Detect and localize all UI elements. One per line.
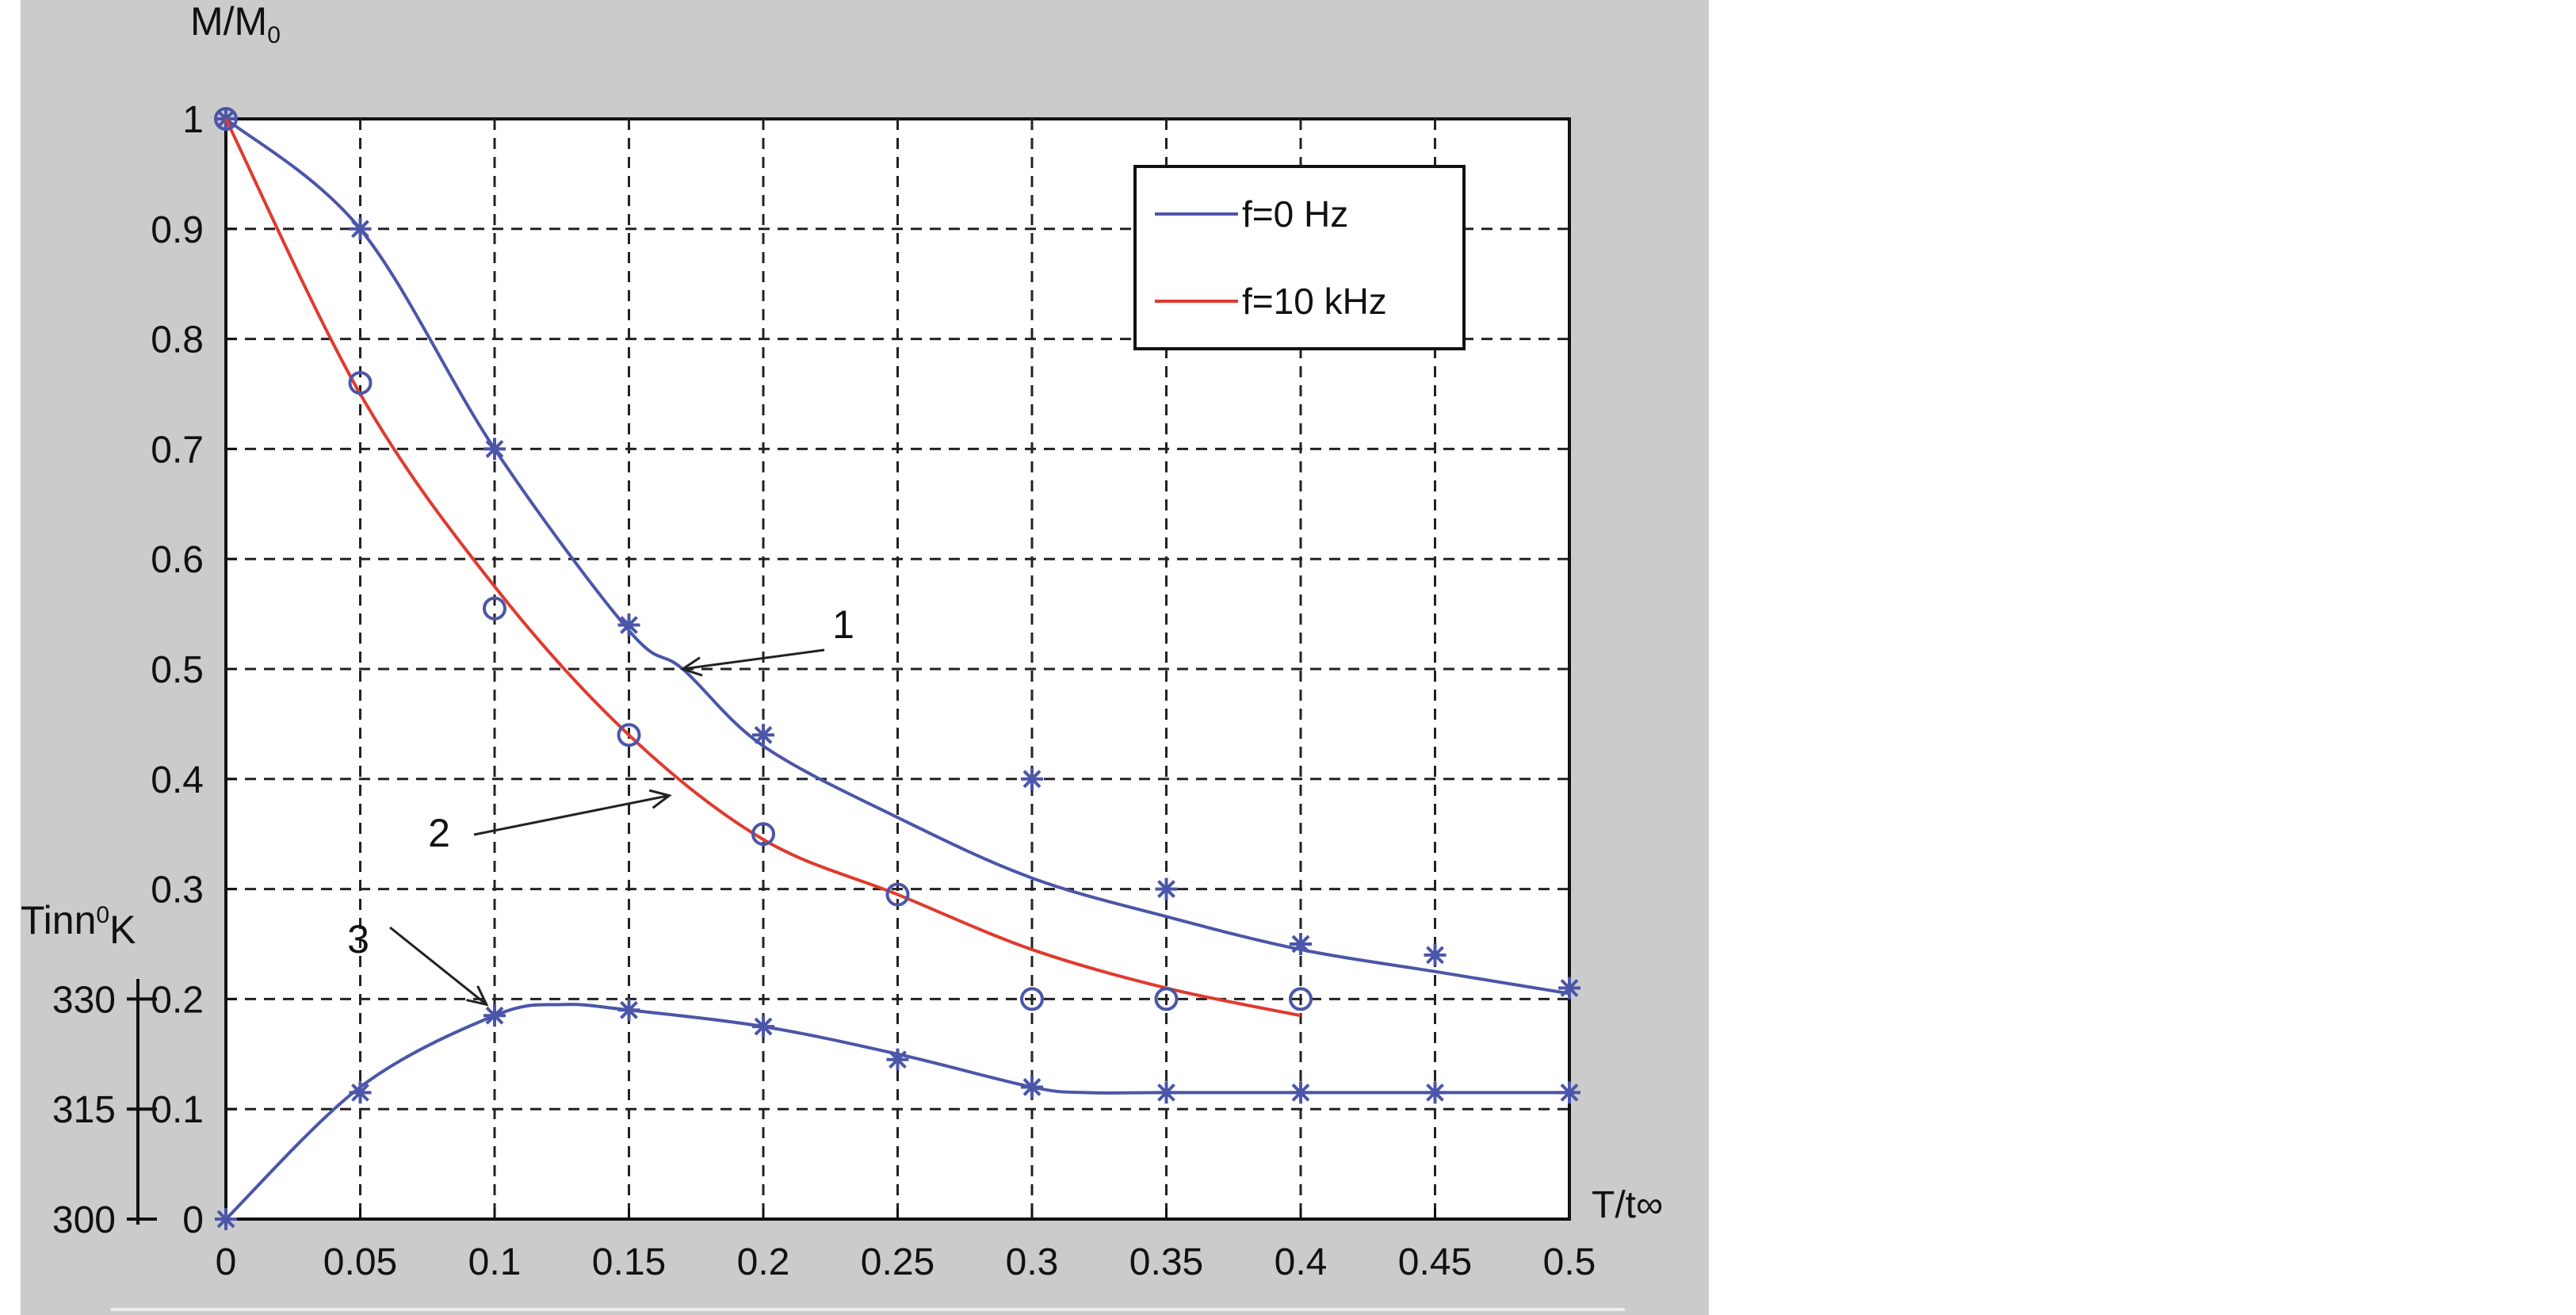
secondary-axis-ticks: 300 315 330 <box>52 979 157 1241</box>
legend-box <box>1133 165 1466 350</box>
y-tick-label-6: 0.6 <box>151 539 204 581</box>
x-tick-label-3: 0.15 <box>592 1241 666 1283</box>
annotation-arrowhead-1 <box>679 656 703 677</box>
series-0-marker-4 <box>752 724 774 747</box>
series-1-marker-4 <box>751 822 775 847</box>
secondary-axis-label-main: Tinn <box>21 898 96 942</box>
series-0-marker-1 <box>349 217 372 240</box>
y-tick-label-10: 1 <box>182 99 204 141</box>
series-1-marker-7 <box>1154 987 1179 1011</box>
series-1 <box>214 107 1313 1018</box>
secondary-axis-label-sub: 0 <box>96 902 109 928</box>
series-2-marker-10 <box>1558 1081 1580 1104</box>
series-2-marker-3 <box>617 999 640 1022</box>
series-2-marker-6 <box>1021 1076 1043 1099</box>
series-1-marker-8 <box>1289 987 1313 1011</box>
series-1-line <box>224 118 1301 1018</box>
series-0-marker-8 <box>1424 943 1447 966</box>
y-axis-label: M/M0 <box>190 0 281 48</box>
annotation-label-3: 3 <box>347 917 369 961</box>
legend-label-0: f=0 Hz <box>1242 193 1348 235</box>
x-tick-label-7: 0.35 <box>1129 1241 1203 1283</box>
y-axis-label-sub: 0 <box>267 22 281 48</box>
series-2-marker-0 <box>215 1208 237 1230</box>
annotation-label-1: 1 <box>832 602 854 647</box>
annotation-arrowhead-2 <box>648 789 672 809</box>
annotations: 1 2 3 <box>347 602 854 1007</box>
series-1-marker-1 <box>348 371 373 396</box>
series-0-marker-6 <box>1155 877 1178 900</box>
series-layer <box>214 107 1580 1230</box>
x-tick-label-8: 0.4 <box>1275 1241 1328 1283</box>
x-tick-label-4: 0.2 <box>737 1241 790 1283</box>
annotation-arrow-3 <box>389 926 487 1006</box>
series-0-line <box>224 117 1570 996</box>
series-0-marker-7 <box>1290 933 1312 955</box>
x-tick-label-9: 0.45 <box>1398 1241 1472 1283</box>
secondary-axis-label: Tinn0K <box>21 898 136 952</box>
axis-ticks: 0 0.05 0.1 0.15 0.2 0.25 0.3 0.35 0.4 0.45 0.5 0 0.1… <box>151 99 1596 1283</box>
series-1-marker-3 <box>617 723 641 747</box>
y-tick-label-5: 0.5 <box>151 649 204 691</box>
x-tick-label-0: 0 <box>216 1241 237 1283</box>
series-2-marker-4 <box>752 1015 774 1038</box>
series-0-marker-5 <box>1021 767 1043 790</box>
series-0-marker-2 <box>483 438 506 461</box>
y-tick-label-7: 0.7 <box>151 429 204 471</box>
x-tick-label-10: 0.5 <box>1543 1241 1596 1283</box>
secondary-tick-label-0: 300 <box>52 1199 116 1241</box>
series-1-marker-6 <box>1020 987 1044 1011</box>
y-axis-label-main: M/M <box>190 0 267 44</box>
series-2-marker-7 <box>1155 1081 1178 1104</box>
y-tick-label-4: 0.4 <box>151 759 204 801</box>
series-1-marker-5 <box>885 882 910 907</box>
annotation-label-2: 2 <box>428 811 450 855</box>
series-2 <box>215 999 1580 1230</box>
series-2-marker-1 <box>349 1081 372 1104</box>
series-1-marker-2 <box>483 596 506 621</box>
series-0-marker-3 <box>617 614 640 636</box>
series-1-marker-0 <box>214 107 238 131</box>
x-axis-label: T/t∞ <box>1592 1184 1663 1226</box>
y-tick-label-0: 0 <box>182 1199 204 1241</box>
series-2-marker-9 <box>1424 1081 1447 1104</box>
y-tick-label-9: 0.9 <box>151 209 204 251</box>
x-tick-label-6: 0.3 <box>1006 1241 1059 1283</box>
x-tick-label-1: 0.05 <box>323 1241 397 1283</box>
secondary-tick-label-1: 315 <box>52 1089 116 1131</box>
secondary-axis-label-unit: K <box>109 908 136 952</box>
annotation-arrow-1 <box>682 648 825 671</box>
x-tick-label-5: 0.25 <box>861 1241 934 1283</box>
secondary-tick-label-2: 330 <box>52 979 116 1021</box>
series-0-marker-9 <box>1558 977 1580 1000</box>
y-tick-label-3: 0.3 <box>151 870 204 912</box>
annotation-arrow-2 <box>473 794 670 836</box>
series-2-marker-5 <box>886 1048 909 1071</box>
series-2-marker-8 <box>1290 1081 1312 1104</box>
x-tick-label-2: 0.1 <box>468 1241 522 1283</box>
y-tick-label-2: 0.2 <box>151 979 204 1021</box>
legend: f=0 Hz f=10 kHz <box>1133 165 1466 350</box>
series-2-marker-2 <box>483 1004 506 1027</box>
legend-label-1: f=10 kHz <box>1242 281 1387 322</box>
annotation-arrowhead-3 <box>466 985 489 1007</box>
y-tick-label-8: 0.8 <box>151 319 204 361</box>
y-tick-label-1: 0.1 <box>151 1089 204 1131</box>
